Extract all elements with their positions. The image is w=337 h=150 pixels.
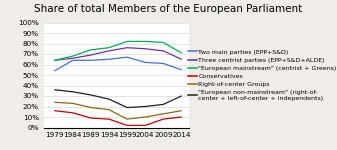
Text: Share of total Members of the European Parliament: Share of total Members of the European P… (34, 4, 303, 15)
Legend: Two main parties (EPP+S&D), Three centrist parties (EPP+S&D+ALDE), "European mai: Two main parties (EPP+S&D), Three centri… (188, 49, 337, 101)
